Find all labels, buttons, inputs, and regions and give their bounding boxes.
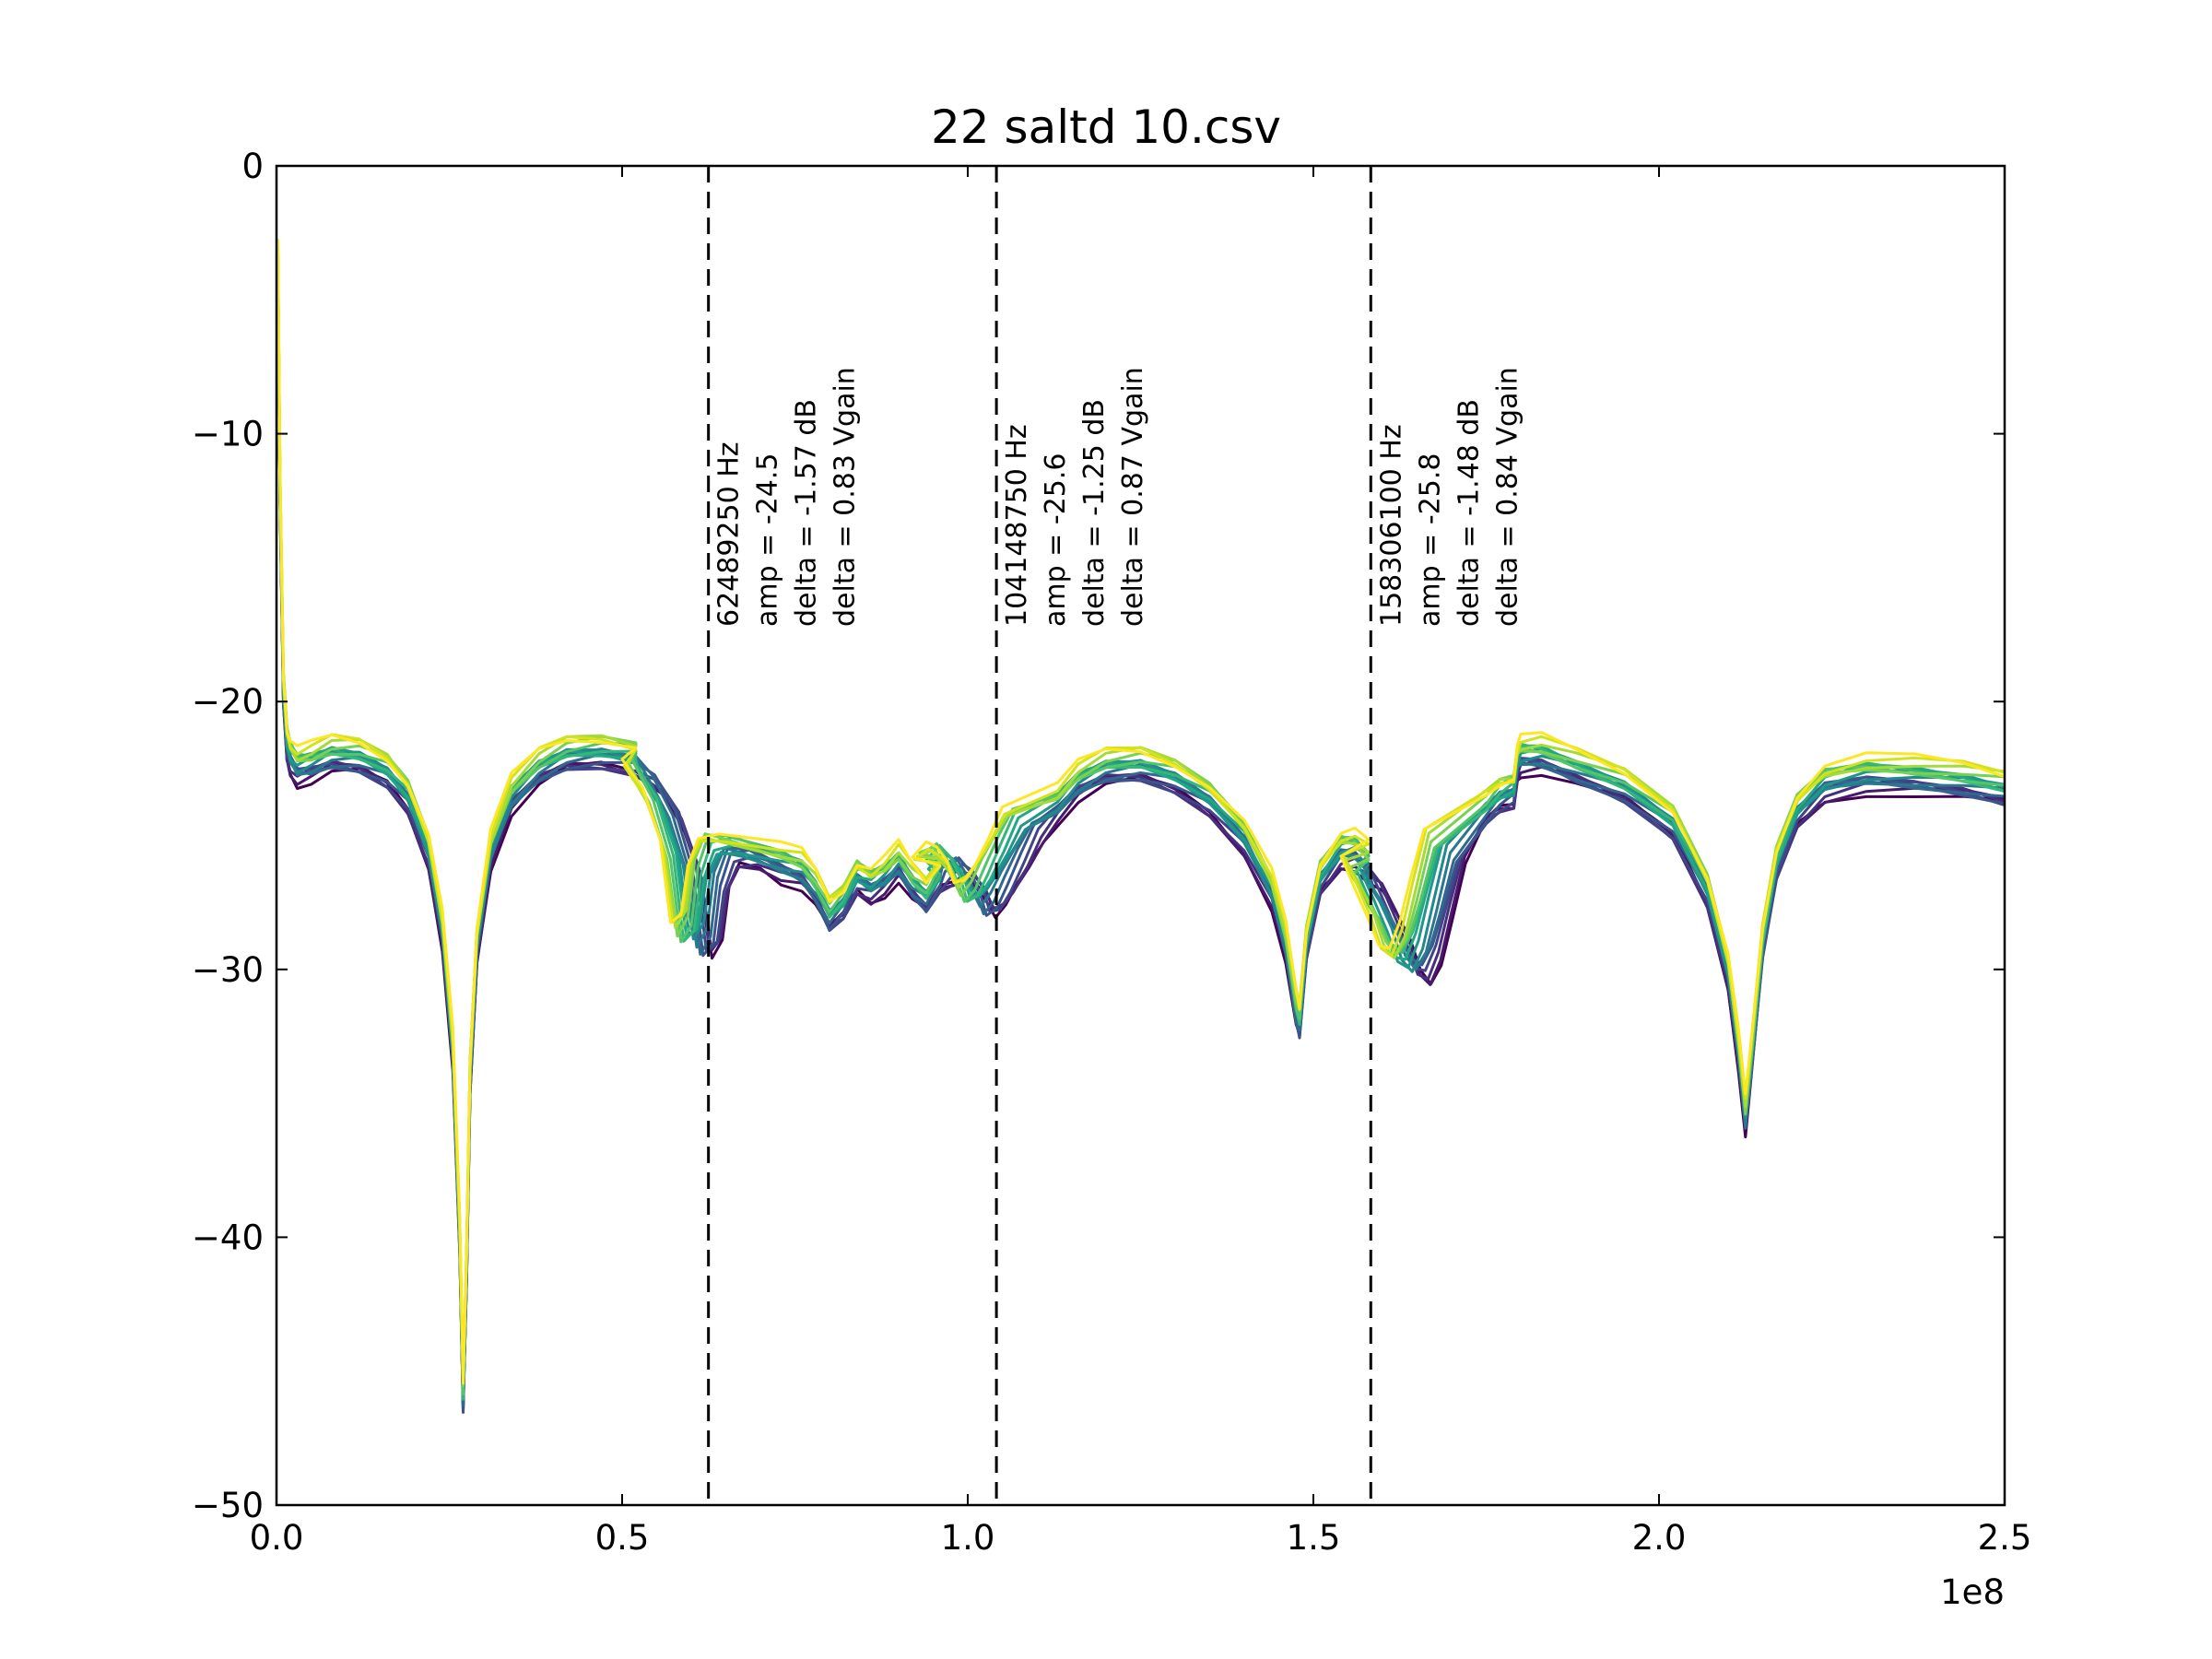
annotation-1-line-2: amp = -24.5 bbox=[752, 453, 784, 627]
series-layer bbox=[276, 239, 2005, 1414]
annotation-2-line-2: amp = -25.6 bbox=[1040, 453, 1072, 627]
annotation-3-line-2: amp = -25.8 bbox=[1414, 453, 1446, 627]
y-tick-label-2: −10 bbox=[192, 415, 264, 454]
x-tick-label-5: 2.0 bbox=[1632, 1518, 1687, 1558]
annotation-3-line-3: delta = -1.48 dB bbox=[1453, 399, 1485, 627]
x-tick-label-4: 1.5 bbox=[1287, 1518, 1341, 1558]
annotation-2-line-3: delta = -1.25 dB bbox=[1078, 399, 1111, 627]
axis-ticks: 0.0 0.5 1.0 1.5 2.0 2.5 0 −10 −20 −30 −40 −50 bbox=[192, 147, 2032, 1558]
series-line-16 bbox=[276, 239, 2005, 1385]
x-tick-label-3: 1.0 bbox=[941, 1518, 995, 1558]
chart-title: 22 saltd 10.csv bbox=[931, 100, 1281, 154]
annotations: 62489250 Hz amp = -24.5 delta = -1.57 dB de… bbox=[713, 367, 1524, 627]
y-tick-label-3: −20 bbox=[192, 682, 264, 722]
annotation-1-line-3: delta = -1.57 dB bbox=[791, 399, 823, 627]
y-tick-label-4: −30 bbox=[192, 950, 264, 990]
annotation-1-line-4: delta = 0.83 Vgain bbox=[830, 367, 862, 627]
annotation-2-line-4: delta = 0.87 Vgain bbox=[1117, 367, 1149, 627]
x-tick-label-1: 0.0 bbox=[250, 1518, 304, 1558]
annotation-2-line-1: 104148750 Hz bbox=[1001, 424, 1033, 627]
y-tick-label-1: 0 bbox=[241, 147, 264, 186]
marker-lines bbox=[707, 166, 1372, 1505]
annotation-1-line-1: 62489250 Hz bbox=[713, 441, 746, 627]
x-tick-label-2: 0.5 bbox=[595, 1518, 650, 1558]
y-tick-label-6: −50 bbox=[192, 1486, 264, 1525]
x-axis-offset-label: 1e8 bbox=[1940, 1572, 2005, 1612]
annotation-3-line-1: 158306100 Hz bbox=[1375, 424, 1407, 627]
annotation-3-line-4: delta = 0.84 Vgain bbox=[1491, 367, 1524, 627]
plot-frame bbox=[275, 164, 2006, 1507]
x-tick-label-6: 2.5 bbox=[1978, 1518, 2032, 1558]
y-tick-label-5: −40 bbox=[192, 1218, 264, 1257]
